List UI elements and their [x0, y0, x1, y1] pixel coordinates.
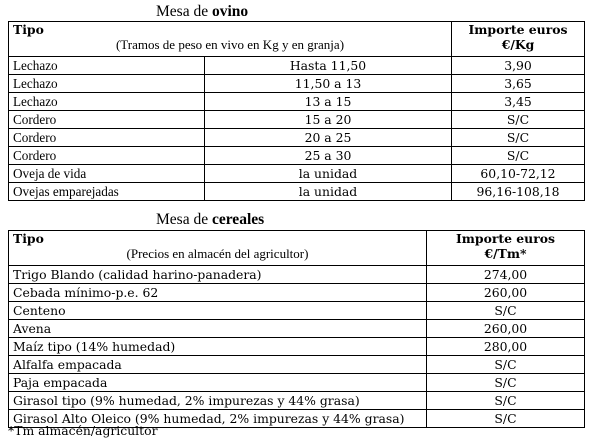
ovino-tramo-cell: 15 a 20	[204, 110, 452, 129]
ovino-tramo-cell: 20 a 25	[204, 128, 452, 147]
ovino-tramo-cell: 11,50 a 13	[204, 74, 452, 93]
cereales-importe-cell: S/C	[426, 355, 585, 374]
ovino-title: Mesa de ovino	[156, 3, 248, 21]
cereales-importe-cell: S/C	[426, 301, 585, 320]
ovino-title-prefix: Mesa de	[156, 3, 209, 20]
cereales-title-prefix: Mesa de	[156, 211, 209, 228]
table-row: Maíz tipo (14% humedad) 280,00	[8, 337, 585, 356]
cereales-tipo-cell: Girasol tipo (9% humedad, 2% impurezas y…	[8, 391, 427, 410]
ovino-tramo-cell: 13 a 15	[204, 92, 452, 111]
ovino-title-bold: ovino	[211, 3, 249, 20]
table-row: Oveja de vida la unidad 60,10-72,12	[8, 164, 585, 183]
footnote: *Tm almacén/agricultor	[8, 423, 158, 438]
cereales-tipo-cell: Trigo Blando (calidad harino-panadera)	[8, 265, 427, 284]
ovino-header-tipo: Tipo	[13, 22, 44, 38]
ovino-tramo-cell: Hasta 11,50	[204, 56, 452, 75]
ovino-tipo-cell: Lechazo	[8, 92, 205, 111]
table-row: Cordero 20 a 25 S/C	[8, 128, 585, 147]
ovino-header-row: Tipo (Tramos de peso en vivo en Kg y en …	[8, 21, 585, 57]
ovino-header-tramos: (Tramos de peso en vivo en Kg y en granj…	[115, 37, 345, 52]
ovino-tramo-cell: la unidad	[204, 182, 452, 201]
cereales-body: Trigo Blando (calidad harino-panadera) 27…	[8, 265, 585, 428]
cereales-tipo-cell: Cebada mínimo-p.e. 62	[8, 283, 427, 302]
cereales-tipo-cell: Alfalfa empacada	[8, 355, 427, 374]
ovino-importe-cell: S/C	[451, 128, 585, 147]
table-row: Cordero 15 a 20 S/C	[8, 110, 585, 129]
ovino-tipo-cell: Cordero	[8, 146, 205, 165]
cereales-header-importe: Importe euros	[456, 231, 555, 247]
ovino-tipo-cell: Cordero	[8, 128, 205, 147]
table-row: Avena 260,00	[8, 319, 585, 338]
cereales-header-unit: €/Tm*	[484, 246, 527, 261]
table-row: Girasol Alto Oleico (9% humedad, 2% impu…	[8, 409, 585, 428]
ovino-importe-cell: S/C	[451, 146, 585, 165]
cereales-tipo-cell: Paja empacada	[8, 373, 427, 392]
ovino-body: Lechazo Hasta 11,50 3,90 Lechazo 11,50 a 13 3…	[8, 56, 585, 201]
table-row: Girasol tipo (9% humedad, 2% impurezas y…	[8, 391, 585, 410]
cereales-title-bold: cereales	[211, 211, 265, 228]
ovino-tipo-cell: Lechazo	[8, 74, 205, 93]
cereales-tipo-cell: Girasol Alto Oleico (9% humedad, 2% impu…	[8, 409, 427, 428]
ovino-importe-cell: 3,65	[451, 74, 585, 93]
cereales-header-tipo-cell: Tipo (Precios en almacén del agricultor)	[8, 230, 427, 266]
ovino-importe-cell: 96,16-108,18	[451, 182, 585, 201]
table-row: Cordero 25 a 30 S/C	[8, 146, 585, 165]
cereales-table: Tipo (Precios en almacén del agricultor)…	[8, 230, 585, 428]
ovino-tipo-cell: Oveja de vida	[8, 164, 205, 183]
table-row: Cebada mínimo-p.e. 62 260,00	[8, 283, 585, 302]
cereales-importe-cell: 260,00	[426, 283, 585, 302]
ovino-table: Tipo (Tramos de peso en vivo en Kg y en …	[8, 21, 585, 201]
ovino-importe-cell: 3,90	[451, 56, 585, 75]
ovino-tipo-cell: Lechazo	[8, 56, 205, 75]
cereales-importe-cell: 280,00	[426, 337, 585, 356]
cereales-header-tipo: Tipo	[13, 231, 44, 247]
cereales-tipo-cell: Avena	[8, 319, 427, 338]
ovino-tipo-cell: Cordero	[8, 110, 205, 129]
ovino-tramo-cell: 25 a 30	[204, 146, 452, 165]
cereales-tipo-cell: Centeno	[8, 301, 427, 320]
table-row: Lechazo 11,50 a 13 3,65	[8, 74, 585, 93]
cereales-header-importe-cell: Importe euros €/Tm*	[426, 230, 585, 266]
table-row: Ovejas emparejadas la unidad 96,16-108,18	[8, 182, 585, 201]
cereales-importe-cell: S/C	[426, 373, 585, 392]
ovino-header-tipo-cell: Tipo (Tramos de peso en vivo en Kg y en …	[8, 21, 452, 57]
ovino-tramo-cell: la unidad	[204, 164, 452, 183]
ovino-header-importe: Importe euros	[468, 22, 568, 38]
cereales-importe-cell: 260,00	[426, 319, 585, 338]
table-row: Lechazo 13 a 15 3,45	[8, 92, 585, 111]
ovino-header-unit: €/Kg	[501, 37, 535, 52]
ovino-importe-cell: S/C	[451, 110, 585, 129]
cereales-tipo-cell: Maíz tipo (14% humedad)	[8, 337, 427, 356]
cereales-header-row: Tipo (Precios en almacén del agricultor)…	[8, 230, 585, 266]
ovino-importe-cell: 3,45	[451, 92, 585, 111]
ovino-tipo-cell: Ovejas emparejadas	[8, 182, 205, 201]
table-row: Alfalfa empacada S/C	[8, 355, 585, 374]
table-row: Trigo Blando (calidad harino-panadera) 27…	[8, 265, 585, 284]
table-row: Paja empacada S/C	[8, 373, 585, 392]
cereales-importe-cell: S/C	[426, 391, 585, 410]
cereales-importe-cell: S/C	[426, 409, 585, 428]
cereales-header-precios: (Precios en almacén del agricultor)	[126, 246, 309, 261]
ovino-header-importe-cell: Importe euros €/Kg	[451, 21, 585, 57]
cereales-title: Mesa de cereales	[156, 211, 264, 229]
cereales-importe-cell: 274,00	[426, 265, 585, 284]
table-row: Centeno S/C	[8, 301, 585, 320]
ovino-importe-cell: 60,10-72,12	[451, 164, 585, 183]
table-row: Lechazo Hasta 11,50 3,90	[8, 56, 585, 75]
